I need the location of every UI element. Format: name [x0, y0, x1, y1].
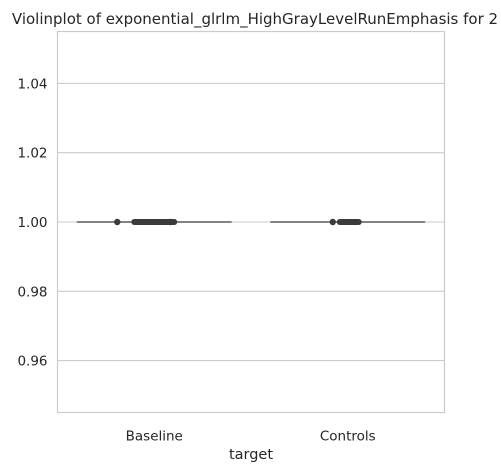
y-tick-label: 0.98 — [17, 284, 47, 300]
y-tick-label: 1.00 — [17, 215, 47, 231]
point-baseline — [114, 218, 121, 226]
violin-group — [76, 218, 426, 226]
x-tick-label: Controls — [320, 429, 376, 445]
x-tick-label: Baseline — [126, 429, 183, 445]
y-tick-label: 1.04 — [17, 76, 47, 92]
y-tick-labels: 0.96 0.98 1.00 1.02 1.04 — [17, 76, 47, 369]
point-baseline — [167, 218, 174, 226]
y-tick-label: 1.02 — [17, 146, 47, 162]
y-tick-label: 0.96 — [17, 354, 47, 370]
x-tick-labels: Baseline Controls — [126, 429, 376, 445]
chart-title: Violinplot of exponential_glrlm_HighGray… — [12, 10, 498, 29]
x-axis-label: target — [229, 447, 273, 463]
point-controls — [329, 218, 336, 226]
plot-frame — [56, 30, 446, 414]
